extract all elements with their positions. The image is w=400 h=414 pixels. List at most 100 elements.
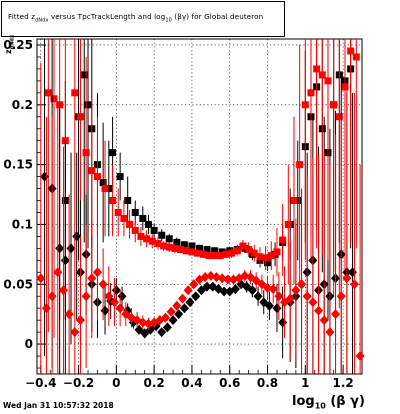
data-point-square — [233, 247, 241, 255]
data-point-diamond — [70, 327, 80, 338]
data-point-diamond — [55, 243, 65, 254]
data-point-diamond — [174, 309, 184, 320]
data-point-square — [154, 240, 162, 248]
data-point-diamond — [166, 306, 176, 317]
data-point-square — [279, 236, 287, 244]
data-point-square — [82, 149, 90, 157]
data-point-diamond — [229, 274, 239, 285]
data-point-diamond — [81, 291, 91, 302]
data-point-square — [44, 89, 52, 97]
data-point-square — [318, 71, 326, 79]
data-point-diamond — [272, 303, 282, 314]
data-point-square — [211, 252, 219, 260]
data-point-diamond — [217, 273, 227, 284]
title-suffix: (βγ) for Global deuteron — [171, 12, 264, 21]
data-point-diamond — [219, 286, 229, 297]
data-point-diamond — [336, 291, 346, 302]
y-tick-label: 0.1 — [12, 217, 33, 231]
data-point-square — [296, 161, 304, 169]
data-point-square — [330, 101, 338, 109]
data-point-diamond — [177, 293, 187, 304]
data-point-diamond — [191, 291, 201, 302]
data-point-square — [150, 226, 158, 234]
data-point-square — [250, 249, 258, 257]
data-point-diamond — [342, 273, 352, 284]
data-point-diamond — [230, 284, 240, 295]
data-point-diamond — [104, 291, 114, 302]
data-point-square — [120, 214, 128, 222]
data-point-square — [188, 248, 196, 256]
data-point-square — [352, 53, 360, 61]
data-point-diamond — [253, 291, 263, 302]
data-point-square — [194, 249, 202, 257]
data-point-diamond — [138, 317, 148, 328]
data-point-square — [109, 197, 117, 205]
y-axis-title-main: z — [4, 49, 13, 54]
data-point-square — [180, 241, 188, 249]
data-point-square — [88, 167, 96, 175]
data-point-square — [205, 252, 213, 260]
data-point-diamond — [66, 243, 76, 254]
x-tick-label: 1.2 — [332, 376, 353, 390]
data-point-diamond — [98, 279, 108, 290]
data-point-diamond — [100, 305, 110, 316]
data-point-diamond — [183, 285, 193, 296]
data-point-diamond — [87, 273, 97, 284]
data-point-square — [93, 173, 101, 181]
data-point-diamond — [291, 285, 301, 296]
data-point-diamond — [285, 293, 295, 304]
data-point-diamond — [172, 300, 182, 311]
data-point-diamond — [355, 351, 365, 362]
data-point-diamond — [331, 309, 341, 320]
data-point-square — [160, 242, 168, 250]
data-point-diamond — [143, 318, 153, 329]
data-point-square — [80, 71, 88, 79]
data-point-square — [335, 113, 343, 121]
data-point-square — [203, 246, 211, 254]
data-point-diamond — [162, 322, 172, 333]
data-point-diamond — [263, 282, 273, 293]
data-point-diamond — [40, 171, 50, 182]
data-point-square — [264, 259, 272, 267]
y-tick-label: 0 — [25, 337, 33, 351]
data-point-square — [188, 242, 196, 250]
data-point-square — [171, 244, 179, 252]
footer-date: Wed Jan 31 10:57:32 2018 — [3, 401, 114, 410]
data-point-square — [341, 83, 349, 91]
data-point-square — [294, 197, 302, 205]
data-point-square — [116, 173, 124, 181]
data-point-square — [173, 238, 181, 246]
data-point-diamond — [109, 297, 119, 308]
x-tick-label: 0.4 — [181, 376, 202, 390]
title-sub1: dNdx — [35, 17, 49, 24]
data-point-square — [267, 252, 275, 260]
data-point-square — [71, 89, 79, 97]
data-point-diamond — [168, 315, 178, 326]
data-point-diamond — [314, 305, 324, 316]
data-point-diamond — [268, 284, 278, 295]
data-point-diamond — [179, 303, 189, 314]
data-point-square — [307, 89, 315, 97]
data-point-diamond — [160, 312, 170, 323]
data-point-square — [199, 250, 207, 258]
data-point-square — [290, 197, 298, 205]
y-tick-label: 0.2 — [12, 98, 33, 112]
data-point-square — [144, 220, 152, 228]
data-point-square — [50, 95, 58, 103]
data-point-diamond — [206, 270, 216, 281]
data-point-square — [218, 248, 226, 256]
x-tick-label: 0.6 — [219, 376, 240, 390]
data-point-square — [177, 246, 185, 254]
chart-title: Fitted zdNdx versus TpcTrackLength and l… — [8, 12, 263, 23]
data-point-square — [114, 208, 122, 216]
data-point-square — [101, 185, 109, 193]
y-axis-title-sub: dNdx — [9, 34, 16, 50]
data-point-diamond — [36, 273, 46, 284]
title-sub2: 10 — [165, 17, 172, 24]
data-point-diamond — [349, 279, 359, 290]
data-point-square — [165, 235, 173, 243]
data-point-square — [245, 246, 253, 254]
data-point-diamond — [117, 291, 127, 302]
chart-title-box: Fitted zdNdx versus TpcTrackLength and l… — [1, 1, 285, 37]
